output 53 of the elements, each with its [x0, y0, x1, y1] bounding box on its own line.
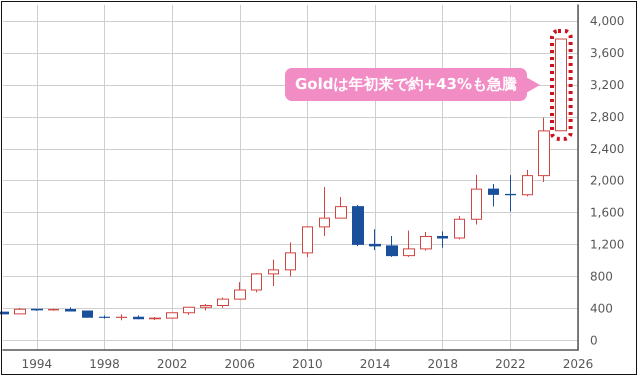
x-tick-label: 2006	[224, 357, 256, 371]
candlestick	[471, 174, 482, 226]
candlestick	[335, 196, 347, 219]
y-tick-label: 2,400	[590, 142, 624, 156]
candlestick	[48, 308, 59, 312]
candlestick	[538, 117, 550, 182]
candlestick	[65, 306, 76, 312]
x-tick-label: 2010	[292, 357, 323, 371]
candlestick	[352, 204, 364, 247]
candlestick	[454, 216, 465, 240]
candlestick	[183, 306, 195, 316]
candlestick	[522, 169, 533, 197]
candlestick	[99, 314, 110, 320]
candlestick	[505, 174, 516, 212]
candlestick	[166, 312, 178, 319]
candlestick	[488, 183, 499, 207]
y-tick-label: 3,600	[590, 46, 624, 60]
candlestick	[403, 230, 415, 258]
x-tick-label: 2022	[495, 357, 526, 371]
candlestick	[319, 186, 330, 236]
candlestick	[268, 259, 279, 287]
annotation: Goldは年初来で約+43%も急騰	[285, 68, 527, 101]
y-tick-label: 2,000	[590, 174, 624, 188]
candlestick	[555, 38, 567, 132]
y-tick-label: 4,000	[590, 14, 624, 28]
y-tick-label: 2,800	[590, 110, 624, 124]
y-tick-label: 1,600	[590, 206, 624, 220]
candlestick	[217, 297, 229, 308]
candlestick	[149, 316, 161, 321]
candlestick	[14, 307, 26, 315]
candlestick	[285, 242, 296, 277]
y-tick-label: 800	[590, 270, 613, 284]
candlestick	[386, 236, 398, 258]
candlestick	[116, 314, 127, 321]
candlestick	[420, 232, 432, 252]
candlestick	[234, 282, 246, 300]
y-tick-label: 400	[590, 301, 613, 316]
y-tick-label: 0	[590, 333, 598, 348]
x-tick-label: 2002	[156, 357, 188, 371]
y-tick-label: 3,200	[590, 78, 624, 92]
x-tick-label: 1998	[89, 357, 120, 371]
candlestick	[369, 228, 381, 251]
candlestick	[82, 310, 93, 318]
candlestick	[302, 226, 313, 258]
x-tick-label: 1994	[22, 357, 52, 371]
candlestick	[200, 304, 212, 311]
y-tick-label: 1,200	[590, 238, 624, 252]
x-tick-label: 2026	[562, 357, 594, 371]
x-tick-label: 2014	[360, 357, 390, 371]
candlestick	[31, 308, 43, 312]
candlestick	[437, 230, 448, 248]
candlestick	[251, 272, 262, 293]
x-tick-label: 2018	[427, 357, 458, 371]
